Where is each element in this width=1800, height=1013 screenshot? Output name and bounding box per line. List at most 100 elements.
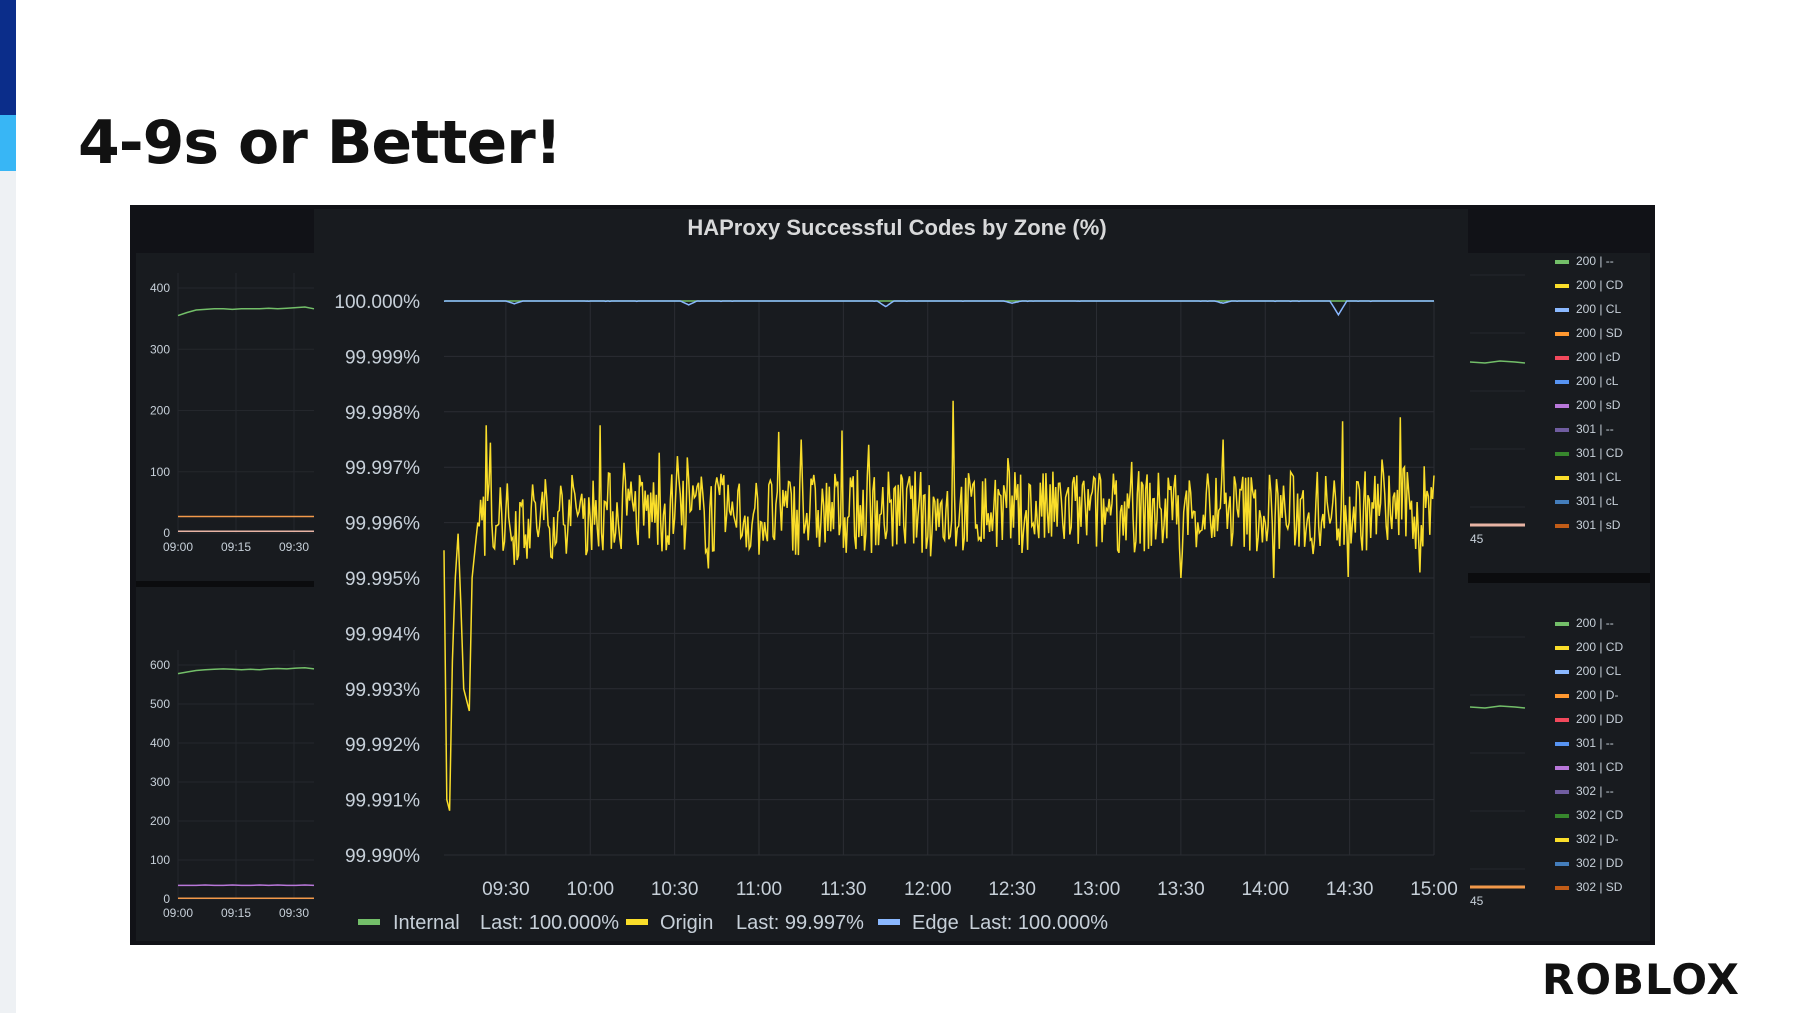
mini-y-tick: 300 xyxy=(150,342,170,356)
mini-y-tick: 400 xyxy=(150,736,170,750)
legend-swatch-origin xyxy=(626,919,648,925)
right-legend-label: 302 | CD xyxy=(1576,808,1623,822)
right-legend-swatch xyxy=(1555,790,1569,794)
y-tick-label: 99.999% xyxy=(345,347,420,368)
right-legend-label: 200 | CD xyxy=(1576,278,1623,292)
right-legend-label: 301 | cL xyxy=(1576,494,1619,508)
right-legend-label: 301 | CL xyxy=(1576,470,1621,484)
chart-title: HAProxy Successful Codes by Zone (%) xyxy=(687,215,1106,240)
right-legend-label: 200 | CL xyxy=(1576,302,1621,316)
right-legend-swatch xyxy=(1555,862,1569,866)
mini-y-tick: 400 xyxy=(150,281,170,295)
x-tick-label: 15:00 xyxy=(1410,879,1458,900)
right-legend-label: 301 | sD xyxy=(1576,518,1621,532)
mini-y-tick: 600 xyxy=(150,658,170,672)
right-legend-label: 302 | SD xyxy=(1576,880,1623,894)
left-bottom-panel xyxy=(136,587,314,941)
right-legend-label: 200 | D- xyxy=(1576,688,1618,702)
main-x-axis: 09:30 10:00 10:30 11:00 11:30 12:00 12:30 13:00… xyxy=(482,879,1458,900)
right-legend-label: 302 | D- xyxy=(1576,832,1618,846)
mini-y-tick: 0 xyxy=(163,526,170,540)
legend-label-edge: Edge xyxy=(912,912,959,934)
right-panel-divider xyxy=(1468,573,1650,583)
x-tick-label: 13:00 xyxy=(1073,879,1121,900)
right-legend-label: 200 | -- xyxy=(1576,616,1614,630)
mini-x-tick: 09:15 xyxy=(221,540,251,554)
x-tick-label: 12:30 xyxy=(988,879,1036,900)
x-tick-label: 09:30 xyxy=(482,879,530,900)
right-legend-label: 301 | CD xyxy=(1576,760,1623,774)
slide-title: 4-9s or Better! xyxy=(78,108,562,178)
mini-y-tick: 0 xyxy=(163,892,170,906)
mini-x-tick: 09:30 xyxy=(279,540,309,554)
right-legend-swatch xyxy=(1555,284,1569,288)
right-top-panel xyxy=(1468,253,1650,573)
mini-y-tick: 100 xyxy=(150,465,170,479)
right-legend-swatch xyxy=(1555,694,1569,698)
legend-label-internal: Internal xyxy=(393,912,460,934)
mini-y-tick: 300 xyxy=(150,775,170,789)
mini-x-tick: 09:15 xyxy=(221,906,251,920)
right-legend-swatch xyxy=(1555,476,1569,480)
right-legend-swatch xyxy=(1555,308,1569,312)
right-legend-label: 200 | CL xyxy=(1576,664,1621,678)
right-legend-swatch xyxy=(1555,332,1569,336)
right-legend-swatch xyxy=(1555,670,1569,674)
left-panel-divider xyxy=(136,581,314,587)
accent-bar-light xyxy=(0,115,16,171)
legend-label-origin: Origin xyxy=(660,912,713,934)
series-edge-line xyxy=(443,300,1434,317)
right-legend-label: 200 | DD xyxy=(1576,712,1623,726)
right-legend-swatch xyxy=(1555,742,1569,746)
legend-last-origin: Last: 99.997% xyxy=(736,912,864,934)
right-top-content: 45 200 | -- 200 | CD 200 | CL 200 | SD 200 | … xyxy=(1469,254,1623,546)
y-tick-label: 99.990% xyxy=(345,846,420,867)
legend: Internal Last: 100.000% Origin Last: 99.… xyxy=(358,912,1108,934)
mini-chart-top: 400 300 200 100 009:00 09:15 09:30 xyxy=(150,273,315,554)
y-tick-label: 99.994% xyxy=(345,624,420,645)
mini-series-line xyxy=(177,666,315,675)
mini-y-tick: 200 xyxy=(150,814,170,828)
right-legend-label: 301 | -- xyxy=(1576,422,1614,436)
dashboard-screenshot: HAProxy Successful Codes by Zone (%) 100… xyxy=(130,205,1655,945)
y-tick-label: 99.991% xyxy=(345,791,420,812)
mini-x-tick: 09:00 xyxy=(163,540,193,554)
roblox-logo-text: ROBLOX xyxy=(1542,956,1740,1000)
x-tick-label: 11:00 xyxy=(736,879,782,900)
right-legend-swatch xyxy=(1555,452,1569,456)
right-legend-swatch xyxy=(1555,838,1569,842)
right-legend-label: 301 | CD xyxy=(1576,446,1623,460)
y-tick-label: 99.995% xyxy=(345,569,420,590)
y-tick-label: 99.996% xyxy=(345,514,420,535)
y-tick-label: 99.998% xyxy=(345,403,420,424)
accent-bar-pale xyxy=(0,171,16,1013)
x-tick-label: 10:00 xyxy=(566,879,614,900)
y-tick-label: 100.000% xyxy=(334,292,420,313)
legend-swatch-internal xyxy=(358,919,380,925)
right-legend-swatch xyxy=(1555,356,1569,360)
right-legend-swatch xyxy=(1555,524,1569,528)
right-series-line xyxy=(1469,360,1526,364)
right-legend-swatch xyxy=(1555,646,1569,650)
right-legend-label: 301 | -- xyxy=(1576,736,1614,750)
right-legend-label: 200 | SD xyxy=(1576,326,1623,340)
main-y-axis: 100.000% 99.999% 99.998% 99.997% 99.996% 99.9… xyxy=(334,292,420,867)
y-tick-label: 99.997% xyxy=(345,458,420,479)
roblox-logo: ROBLOX xyxy=(1542,956,1740,1000)
legend-swatch-edge xyxy=(878,919,900,925)
right-legend-swatch xyxy=(1555,380,1569,384)
right-legend-swatch xyxy=(1555,814,1569,818)
x-tick-label: 11:30 xyxy=(820,879,866,900)
y-tick-label: 99.993% xyxy=(345,680,420,701)
mini-x-tick: 09:30 xyxy=(279,906,309,920)
right-legend-label: 200 | CD xyxy=(1576,640,1623,654)
right-series-line xyxy=(1469,705,1526,709)
legend-last-edge: Last: 100.000% xyxy=(969,912,1108,934)
right-legend-label: 302 | DD xyxy=(1576,856,1623,870)
x-tick-label: 13:30 xyxy=(1157,879,1205,900)
right-legend-swatch xyxy=(1555,428,1569,432)
x-tick-label: 14:00 xyxy=(1241,879,1289,900)
accent-bar-dark xyxy=(0,0,16,115)
mini-y-tick: 200 xyxy=(150,404,170,418)
right-legend-swatch xyxy=(1555,404,1569,408)
